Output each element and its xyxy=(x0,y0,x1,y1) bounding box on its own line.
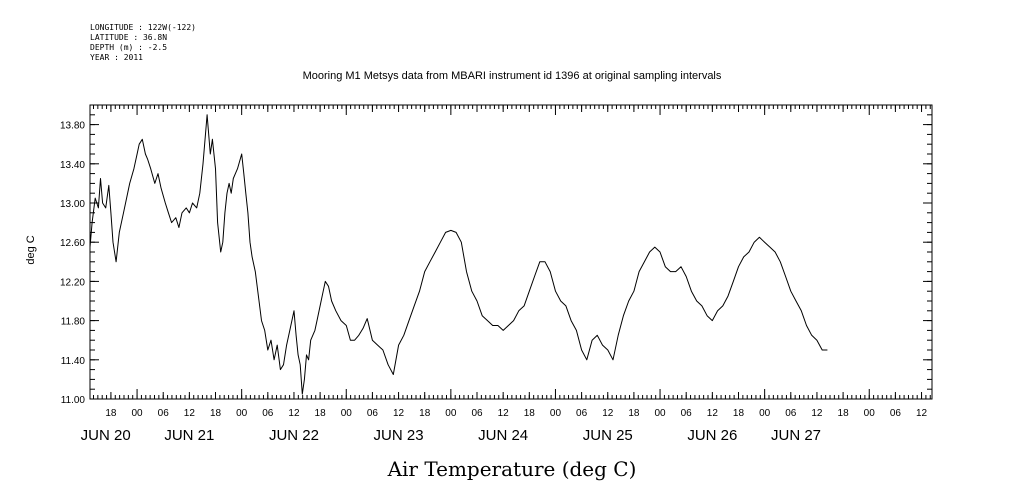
y-tick-label: 11.40 xyxy=(61,356,86,367)
series-line xyxy=(89,114,828,395)
y-tick-label: 11.80 xyxy=(61,317,86,328)
header-year: YEAR : 2011 xyxy=(90,53,143,62)
x-hour-label: 12 xyxy=(916,408,928,419)
x-hour-label: 18 xyxy=(628,408,640,419)
x-hour-label: 00 xyxy=(759,408,771,419)
x-hour-label: 06 xyxy=(785,408,797,419)
x-hour-label: 06 xyxy=(367,408,379,419)
x-axis: 18 00 06 12 18 00 06 12 18 00 06 12 18 00 06 12 18 00 06 12… xyxy=(81,105,931,444)
x-hour-label: 00 xyxy=(132,408,144,419)
x-day-label: JUN 23 xyxy=(374,427,424,444)
series-layer xyxy=(89,114,828,395)
x-hour-label: 12 xyxy=(393,408,405,419)
x-hour-label: 18 xyxy=(105,408,117,419)
x-day-label: JUN 27 xyxy=(771,427,821,444)
x-hour-label: 12 xyxy=(288,408,300,419)
y-tick-label: 12.60 xyxy=(60,238,85,249)
x-day-label: JUN 20 xyxy=(81,427,131,444)
x-hour-label: 00 xyxy=(236,408,248,419)
x-hour-label: 06 xyxy=(576,408,588,419)
y-tick-label: 11.00 xyxy=(61,395,86,406)
header-longitude: LONGITUDE : 122W(-122) xyxy=(90,23,196,32)
x-hour-label: 00 xyxy=(654,408,666,419)
x-hour-label: 18 xyxy=(524,408,536,419)
x-hour-label: 06 xyxy=(262,408,274,419)
x-hour-label: 06 xyxy=(890,408,902,419)
x-hour-label: 06 xyxy=(158,408,170,419)
x-hour-label: 12 xyxy=(707,408,719,419)
x-hour-label: 00 xyxy=(864,408,876,419)
x-day-label: JUN 25 xyxy=(583,427,633,444)
x-hour-label: 00 xyxy=(445,408,457,419)
x-hour-label: 18 xyxy=(419,408,431,419)
x-hour-label: 18 xyxy=(210,408,222,419)
plot-frame xyxy=(89,104,933,400)
x-day-label: JUN 22 xyxy=(269,427,319,444)
y-tick-label: 13.80 xyxy=(60,121,85,132)
x-hour-label: 18 xyxy=(838,408,850,419)
x-day-label: JUN 24 xyxy=(478,427,528,444)
y-tick-label: 13.00 xyxy=(60,199,85,210)
x-day-label: JUN 26 xyxy=(687,427,737,444)
header-block: LONGITUDE : 122W(-122) LATITUDE : 36.8N … xyxy=(90,23,196,62)
x-hour-label: 06 xyxy=(471,408,483,419)
header-depth: DEPTH (m) : -2.5 xyxy=(90,43,167,52)
x-day-label: JUN 21 xyxy=(164,427,214,444)
header-latitude: LATITUDE : 36.8N xyxy=(90,33,167,42)
x-hour-label: 12 xyxy=(602,408,614,419)
y-tick-label: 13.40 xyxy=(60,160,85,171)
x-hour-label: 18 xyxy=(733,408,745,419)
x-hour-label: 12 xyxy=(498,408,510,419)
x-axis-label: Air Temperature (deg C) xyxy=(387,457,637,481)
x-hour-label: 18 xyxy=(315,408,327,419)
x-hour-label: 00 xyxy=(341,408,353,419)
x-hour-label: 12 xyxy=(184,408,196,419)
x-hour-label: 00 xyxy=(550,408,562,419)
x-hour-label: 06 xyxy=(681,408,693,419)
chart-title: Mooring M1 Metsys data from MBARI instru… xyxy=(303,70,722,82)
y-axis: 11.00 11.40 11.80 12.20 12.60 13.00 13.40 13.80 xyxy=(60,104,932,406)
y-tick-label: 12.20 xyxy=(60,277,85,288)
x-hour-label: 12 xyxy=(811,408,823,419)
y-axis-label: deg C xyxy=(25,235,37,264)
